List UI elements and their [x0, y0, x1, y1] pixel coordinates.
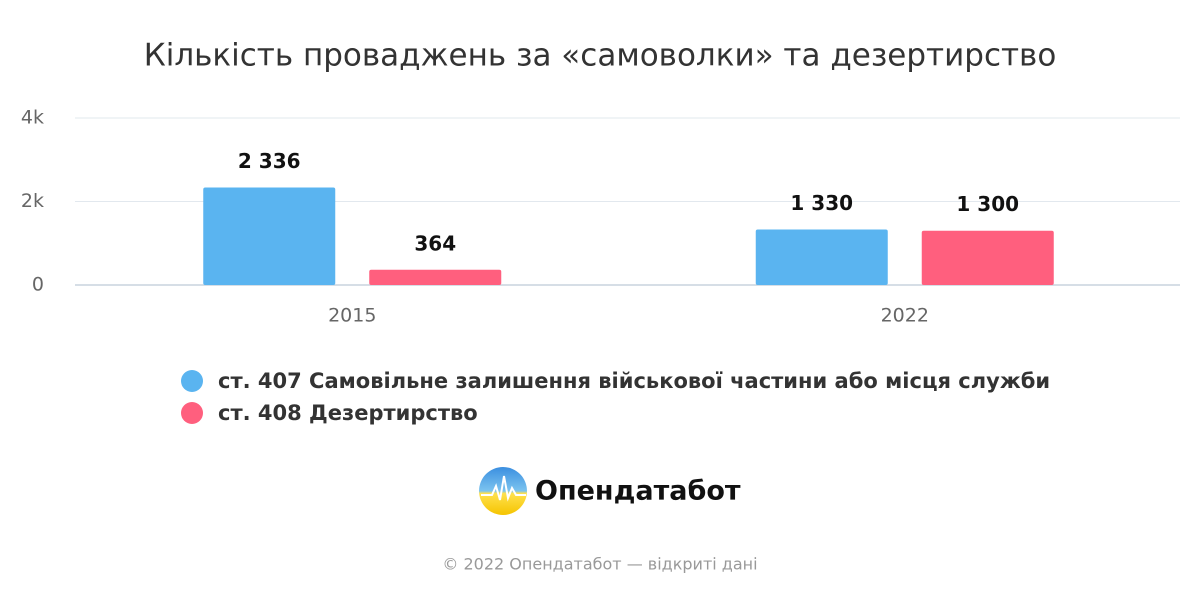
- chart-title: Кількість проваджень за «самоволки» та д…: [144, 38, 1057, 74]
- x-tick-label: 2022: [881, 305, 929, 327]
- y-tick-label: 2k: [21, 190, 44, 212]
- bar: [921, 230, 1054, 285]
- bar: [755, 229, 888, 285]
- y-tick-label: 0: [32, 274, 44, 296]
- bar: [203, 187, 336, 285]
- legend-label: ст. 408 Дезертирство: [218, 401, 478, 425]
- value-label: 2 336: [238, 149, 301, 173]
- x-tick-label: 2015: [328, 305, 376, 327]
- logo: Опендатабот: [479, 467, 741, 515]
- logo-icon: [479, 467, 527, 515]
- legend-marker: [181, 402, 203, 424]
- footer: © 2022 Опендатабот — відкриті дані: [442, 555, 757, 574]
- y-tick-label: 4k: [21, 107, 44, 129]
- value-label: 364: [414, 231, 456, 255]
- legend-marker: [181, 370, 203, 392]
- bar: [369, 269, 502, 285]
- logo-wave: [481, 475, 526, 502]
- logo-text: Опендатабот: [535, 476, 741, 507]
- value-label: 1 330: [790, 191, 853, 215]
- value-label: 1 300: [956, 192, 1019, 216]
- legend-label: ст. 407 Самовільне залишення військової …: [218, 369, 1050, 393]
